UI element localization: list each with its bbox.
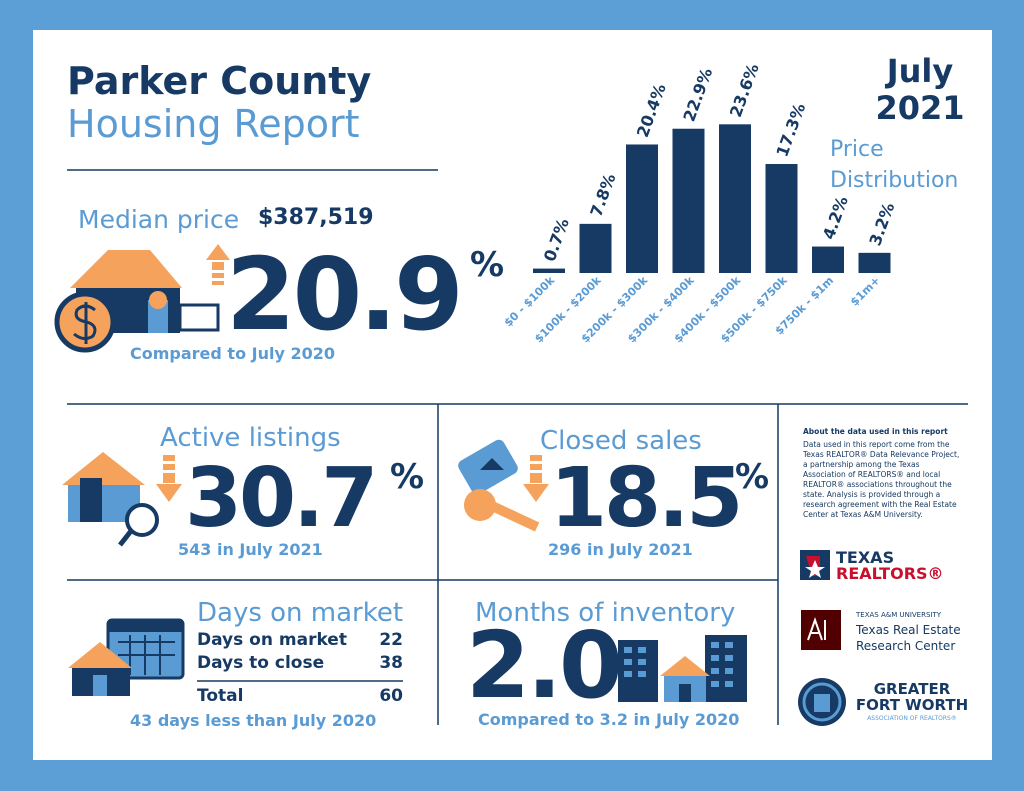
days-title: Days on market (197, 598, 404, 628)
value-label: 4.2% (819, 194, 852, 242)
active-unit: % (390, 457, 425, 497)
bar (858, 252, 891, 273)
value-label: 23.6% (726, 61, 763, 120)
days-total-value: 60 (379, 686, 403, 706)
days-total-label: Total (197, 686, 244, 706)
inventory-note: Compared to 3.2 in July 2020 (478, 710, 740, 729)
value-label: 7.8% (586, 171, 619, 219)
logo-text: FORT WORTH (855, 696, 969, 714)
closed-title: Closed sales (540, 426, 702, 456)
logo-text: TEXAS (836, 548, 895, 567)
active-note: 543 in July 2021 (178, 540, 323, 559)
value-label: 20.4% (633, 81, 670, 140)
x-tick-label: $1m+ (848, 274, 883, 309)
bar (812, 246, 844, 273)
key-icon (458, 439, 549, 532)
title: Parker County (67, 59, 372, 103)
month: July (886, 52, 954, 90)
bar (719, 124, 751, 273)
value-label: 3.2% (865, 200, 898, 248)
logo-text: TEXAS A&M UNIVERSITY (856, 611, 942, 619)
inventory-title: Months of inventory (475, 598, 736, 628)
house-icon (54, 244, 230, 353)
bar (672, 128, 705, 273)
closed-note: 296 in July 2021 (548, 540, 693, 559)
days-row-value: 22 (379, 630, 403, 650)
days-row-label: Days to close (197, 653, 325, 673)
bar (626, 144, 658, 273)
dividers (67, 169, 968, 725)
value-label: 0.7% (540, 216, 573, 264)
active-title: Active listings (160, 423, 341, 453)
bar (533, 268, 565, 273)
logo-text: Texas Real Estate Research Center (856, 623, 961, 653)
value-label: 22.9% (679, 65, 716, 124)
about-heading: About the data used in this report (803, 427, 948, 436)
about-text: Data used in this report come from the T… (803, 440, 960, 519)
days-note: 43 days less than July 2020 (130, 711, 377, 730)
bar (765, 164, 798, 273)
subtitle: Housing Report (67, 102, 360, 146)
days-row-value: 38 (379, 653, 403, 673)
median-price: $387,519 (258, 205, 374, 230)
house-search-icon (62, 452, 182, 547)
bar (579, 223, 612, 273)
closed-change: 18.5 (550, 451, 743, 546)
buildings-icon (618, 635, 747, 702)
active-change: 30.7 (185, 451, 378, 546)
median-label: Median price (78, 205, 240, 234)
logo-marks (798, 550, 846, 726)
year: 2021 (875, 89, 965, 127)
value-label: 17.3% (772, 101, 809, 160)
logo-text: REALTORS® (836, 564, 944, 583)
chart-title: Price Distribution (830, 137, 959, 193)
days-row-label: Days on market (197, 630, 347, 650)
inventory-value: 2.0 (466, 612, 623, 719)
logo-text: GREATER (873, 680, 951, 698)
median-unit: % (470, 245, 505, 285)
median-note: Compared to July 2020 (130, 344, 335, 363)
closed-unit: % (735, 457, 770, 497)
median-change: 20.9 (226, 236, 464, 353)
calendar-icon (68, 618, 185, 696)
logo-text: ASSOCIATION OF REALTORS® (867, 715, 957, 722)
